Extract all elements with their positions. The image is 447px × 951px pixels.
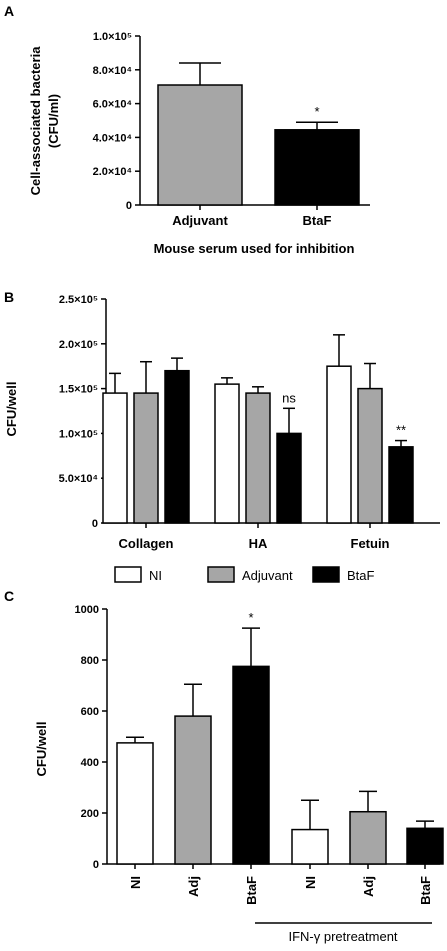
panel-a-y-tick-label: 6.0×10⁴ (93, 99, 132, 111)
panel-c-y-tick-label: 1000 (75, 604, 99, 616)
legend-label-ni: NI (149, 568, 162, 583)
panel-a-y-tick-label: 0 (126, 200, 132, 212)
panel-c-y-tick-label: 400 (81, 757, 99, 769)
panel-a-x-axis-label: Mouse serum used for inhibition (154, 241, 355, 256)
panel-c-x-tick-label: Adj (361, 876, 376, 897)
panel-b-x-tick-label: Fetuin (351, 536, 390, 551)
panel-c-bar (232, 665, 270, 865)
panel-a-y-axis-label-line-2: (CFU/ml) (46, 94, 61, 148)
panel-c-x-tick-label: Adj (186, 876, 201, 897)
panel-b-bar (214, 383, 240, 524)
panel-b-significance-label: ns (282, 390, 296, 405)
panel-b-y-tick-label: 2.5×10⁵ (59, 294, 98, 306)
panel-a-bar (274, 129, 360, 206)
panel-c-x-tick-label: BtaF (418, 876, 433, 905)
panel-c-y-tick-label: 600 (81, 706, 99, 718)
panel-c-bar (406, 827, 444, 865)
legend-label-btaf: BtaF (347, 568, 375, 583)
panel-c-y-tick-label: 800 (81, 655, 99, 667)
panel-b-bar (326, 365, 352, 524)
legend-swatch-ni (114, 566, 142, 583)
panel-b-bar (102, 392, 128, 524)
panel-b-x-tick-label: HA (249, 536, 268, 551)
legend-label-adjuvant: Adjuvant (242, 568, 293, 583)
panel-b-x-tick-label: Collagen (119, 536, 174, 551)
panel-b-bar (357, 387, 383, 524)
panel-c-x-tick-label: NI (303, 876, 318, 889)
panel-a-y-tick-label: 2.0×10⁴ (93, 166, 132, 178)
panel-c-x-tick-label: BtaF (244, 876, 259, 905)
panel-letter-c: C (4, 588, 14, 604)
panel-a-y-tick-label: 4.0×10⁴ (93, 132, 132, 144)
panel-letter-a: A (4, 3, 14, 19)
legend: NI Adjuvant BtaF (114, 566, 375, 583)
panel-c-bar (291, 828, 329, 865)
legend-swatch-adjuvant (207, 566, 235, 583)
legend-swatch-btaf (312, 566, 340, 583)
chart-panel-c: CFU/well IFN-γ pretreatment 0 200 400 600 80… (34, 604, 444, 944)
chart-panel-b: CFU/well NI Adjuvant BtaF 0 5.0×10⁴ 1.0×10⁵ 1… (4, 294, 440, 583)
panel-b-y-tick-label: 0 (92, 518, 98, 530)
panel-a-bar (157, 84, 243, 206)
panel-b-bar (276, 432, 302, 524)
panel-b-y-tick-label: 1.5×10⁵ (59, 384, 98, 396)
panel-a-y-tick-label: 1.0×10⁵ (93, 31, 132, 43)
panel-c-y-tick-label: 0 (93, 859, 99, 871)
panel-a-x-tick-label: BtaF (303, 213, 332, 228)
panel-a-x-tick-label: Adjuvant (172, 213, 228, 228)
panel-c-bar (174, 715, 212, 865)
panel-b-bar (388, 446, 414, 524)
panel-a-significance-label: * (314, 104, 319, 119)
panel-c-y-axis-label: CFU/well (34, 722, 49, 777)
panel-letter-b: B (4, 289, 14, 305)
panel-b-bar (133, 392, 159, 524)
panel-b-y-tick-label: 1.0×10⁵ (59, 428, 98, 440)
panel-c-bar (349, 810, 387, 865)
pretreatment-group-label: IFN-γ pretreatment (288, 929, 397, 944)
panel-c-x-tick-label: NI (128, 876, 143, 889)
panel-b-y-axis-label: CFU/well (4, 382, 19, 437)
panel-c-significance-label: * (248, 610, 253, 625)
panel-b-bar (245, 392, 271, 524)
panel-b-bar (164, 369, 190, 524)
panel-c-y-tick-label: 200 (81, 808, 99, 820)
chart-panel-a: Cell-associated bacteria (CFU/ml) Mouse … (28, 31, 370, 256)
panel-b-y-tick-label: 2.0×10⁵ (59, 339, 98, 351)
panel-b-significance-label: ** (396, 423, 406, 438)
panel-a-y-tick-label: 8.0×10⁴ (93, 65, 132, 77)
panel-b-y-tick-label: 5.0×10⁴ (59, 473, 98, 485)
panel-a-y-axis-label-line-1: Cell-associated bacteria (28, 46, 43, 196)
panel-c-bar (116, 742, 154, 865)
